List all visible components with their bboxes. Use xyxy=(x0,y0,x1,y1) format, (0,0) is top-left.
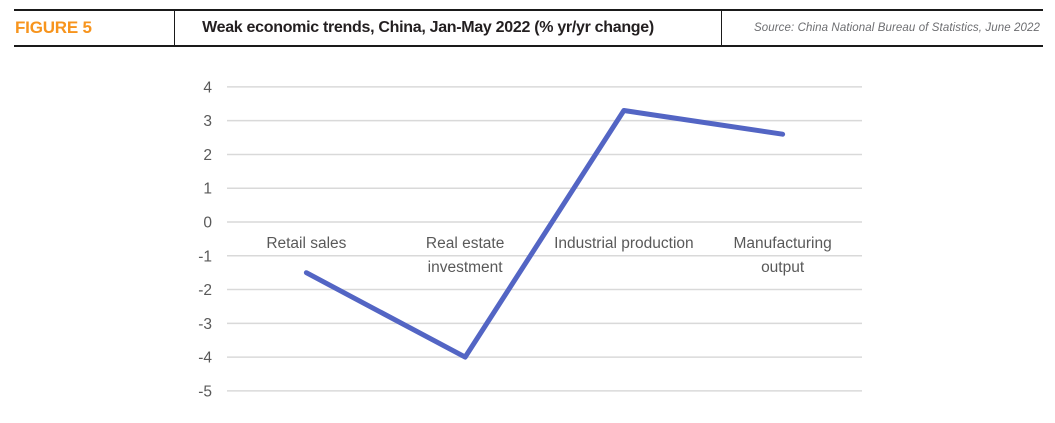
y-tick-label: 1 xyxy=(203,181,212,198)
y-tick-label: -4 xyxy=(198,350,212,367)
category-label: output xyxy=(761,259,805,276)
y-tick-label: -1 xyxy=(198,248,212,265)
y-tick-label: -5 xyxy=(198,383,212,400)
series-line xyxy=(303,108,786,360)
category-label: Real estate xyxy=(426,235,504,252)
y-tick-label: 0 xyxy=(203,215,212,232)
figure-label: FIGURE 5 xyxy=(14,11,175,45)
y-tick-label: -3 xyxy=(198,316,212,333)
y-tick-label: 3 xyxy=(203,113,212,130)
y-tick-label: -2 xyxy=(198,282,212,299)
category-label: Retail sales xyxy=(266,235,346,252)
y-tick-label: 2 xyxy=(203,147,212,164)
figure-header: FIGURE 5 Weak economic trends, China, Ja… xyxy=(14,9,1043,47)
y-tick-label: 4 xyxy=(203,79,212,96)
category-label: investment xyxy=(428,259,504,276)
category-label: Industrial production xyxy=(554,235,694,252)
figure-source: Source: China National Bureau of Statist… xyxy=(753,22,1040,34)
category-label: Manufacturing xyxy=(734,235,832,252)
figure-title: Weak economic trends, China, Jan-May 202… xyxy=(175,11,722,45)
